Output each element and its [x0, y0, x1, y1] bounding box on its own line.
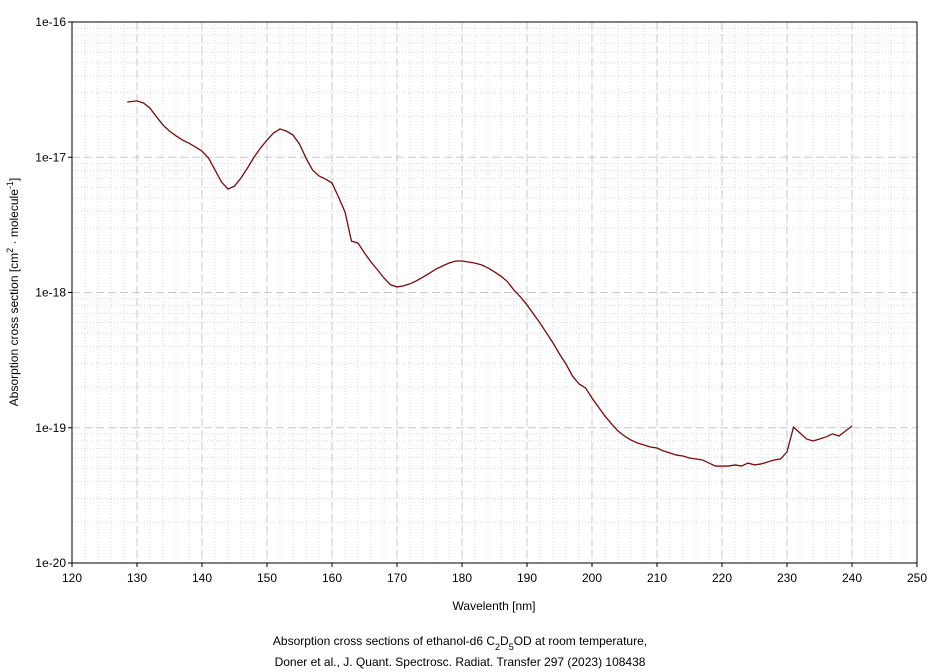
- x-tick-label: 130: [127, 571, 147, 585]
- x-tick-label: 250: [907, 571, 927, 585]
- y-axis-label-part: · molecule: [7, 189, 21, 248]
- x-tick-label: 180: [452, 571, 472, 585]
- x-tick-label: 140: [192, 571, 212, 585]
- caption-part: 2: [495, 642, 500, 652]
- x-tick-label: 210: [647, 571, 667, 585]
- x-tick-label: 150: [257, 571, 277, 585]
- caption-part: 5: [509, 642, 514, 652]
- caption: Absorption cross sections of ethanol-d6 …: [273, 634, 647, 652]
- x-tick-label: 240: [842, 571, 862, 585]
- data-line: [127, 100, 853, 467]
- y-axis-label: Absorption cross section [cm2 · molecule…: [5, 178, 21, 406]
- x-tick-label: 230: [777, 571, 797, 585]
- y-tick-label: 1e-20: [35, 556, 66, 570]
- y-axis-label-part: Absorption cross section [cm: [7, 253, 21, 406]
- x-tick-label: 200: [582, 571, 602, 585]
- caption-part: Absorption cross sections of ethanol-d6 …: [273, 634, 495, 648]
- x-tick-label: 160: [322, 571, 342, 585]
- caption-part: D: [500, 634, 509, 648]
- y-axis-label-part: -1: [5, 181, 15, 189]
- x-axis-label: Wavelenth [nm]: [453, 599, 536, 613]
- x-tick-label: 220: [712, 571, 732, 585]
- y-tick-label: 1e-18: [35, 286, 66, 300]
- caption-part: Doner et al., J. Quant. Spectrosc. Radia…: [275, 655, 646, 669]
- caption: Doner et al., J. Quant. Spectrosc. Radia…: [275, 655, 646, 669]
- plot-frame: [71, 21, 918, 564]
- y-axis-label-part: ]: [7, 178, 21, 181]
- x-tick-label: 190: [517, 571, 537, 585]
- x-tick-label: 120: [62, 571, 82, 585]
- y-tick-label: 1e-16: [35, 15, 66, 29]
- y-tick-label: 1e-17: [35, 150, 66, 164]
- y-tick-label: 1e-19: [35, 421, 66, 435]
- x-tick-label: 170: [387, 571, 407, 585]
- y-axis-label-part: 2: [5, 248, 15, 253]
- caption-part: OD at room temperature,: [514, 634, 647, 648]
